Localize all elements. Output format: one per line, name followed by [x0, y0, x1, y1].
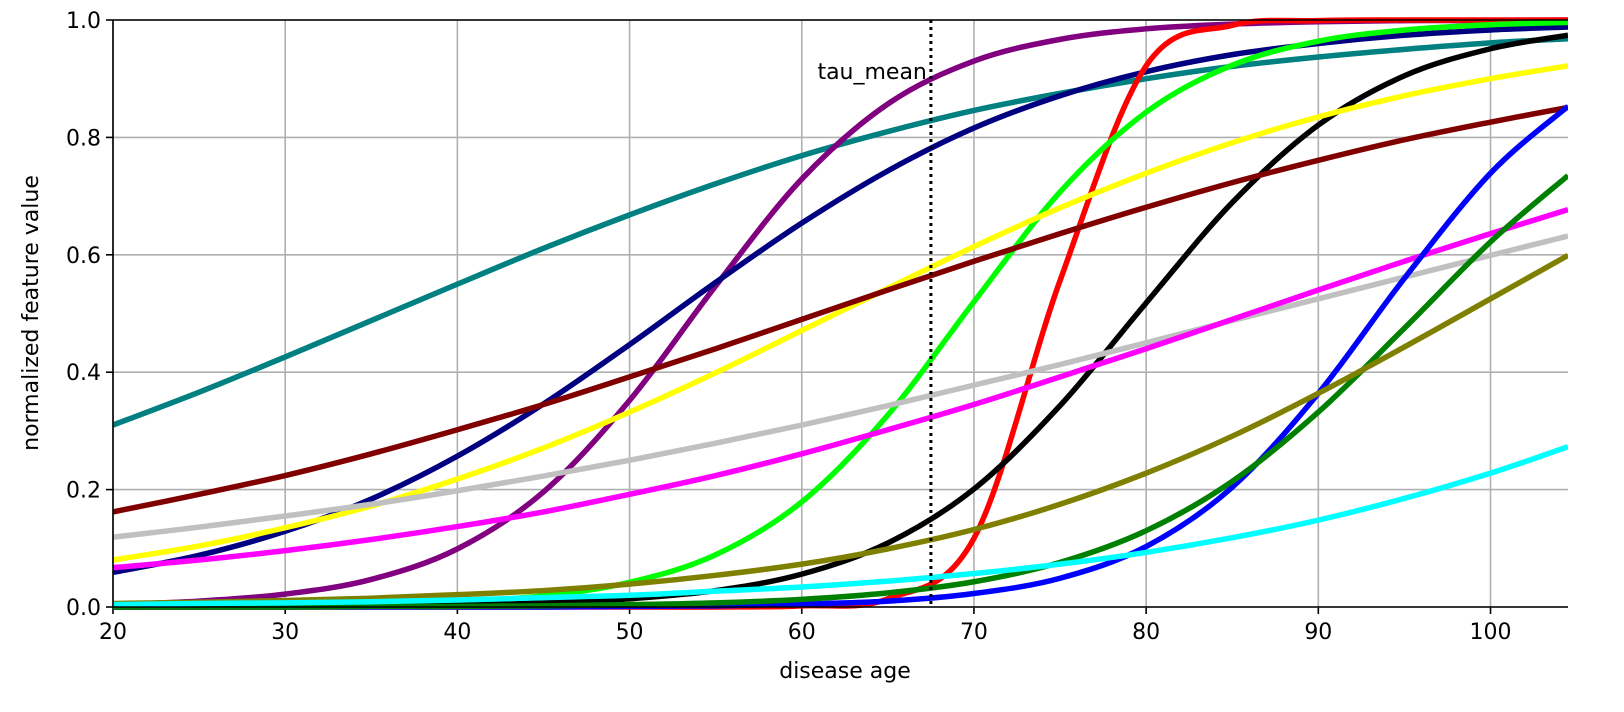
y-tick-label: 0.2 — [66, 479, 101, 504]
x-axis-label: disease age — [779, 659, 911, 684]
reference-label: tau_mean — [817, 60, 926, 85]
x-tick-label: 20 — [99, 620, 127, 645]
y-tick-label: 0.8 — [66, 126, 101, 151]
x-tick-label: 70 — [960, 620, 988, 645]
x-tick-label: 90 — [1304, 620, 1332, 645]
x-tick-label: 80 — [1132, 620, 1160, 645]
y-tick-label: 1.0 — [66, 9, 101, 34]
x-tick-label: 60 — [788, 620, 816, 645]
y-tick-label: 0.6 — [66, 244, 101, 269]
series-line — [113, 104, 1568, 515]
series-line — [113, 36, 1568, 428]
x-tick-label: 50 — [616, 620, 644, 645]
y-axis-label: normalized feature value — [19, 175, 44, 451]
x-tick-label: 40 — [443, 620, 471, 645]
series-line — [113, 104, 1568, 610]
y-tick-label: 0.0 — [66, 596, 101, 621]
x-tick-label: 30 — [271, 620, 299, 645]
series-line — [113, 252, 1568, 607]
x-tick-label: 100 — [1470, 620, 1512, 645]
series-line — [113, 444, 1568, 608]
y-tick-label: 0.4 — [66, 361, 101, 386]
series-line — [113, 63, 1568, 563]
series-line — [113, 32, 1568, 610]
series-line — [113, 206, 1568, 571]
series-line — [113, 233, 1568, 540]
